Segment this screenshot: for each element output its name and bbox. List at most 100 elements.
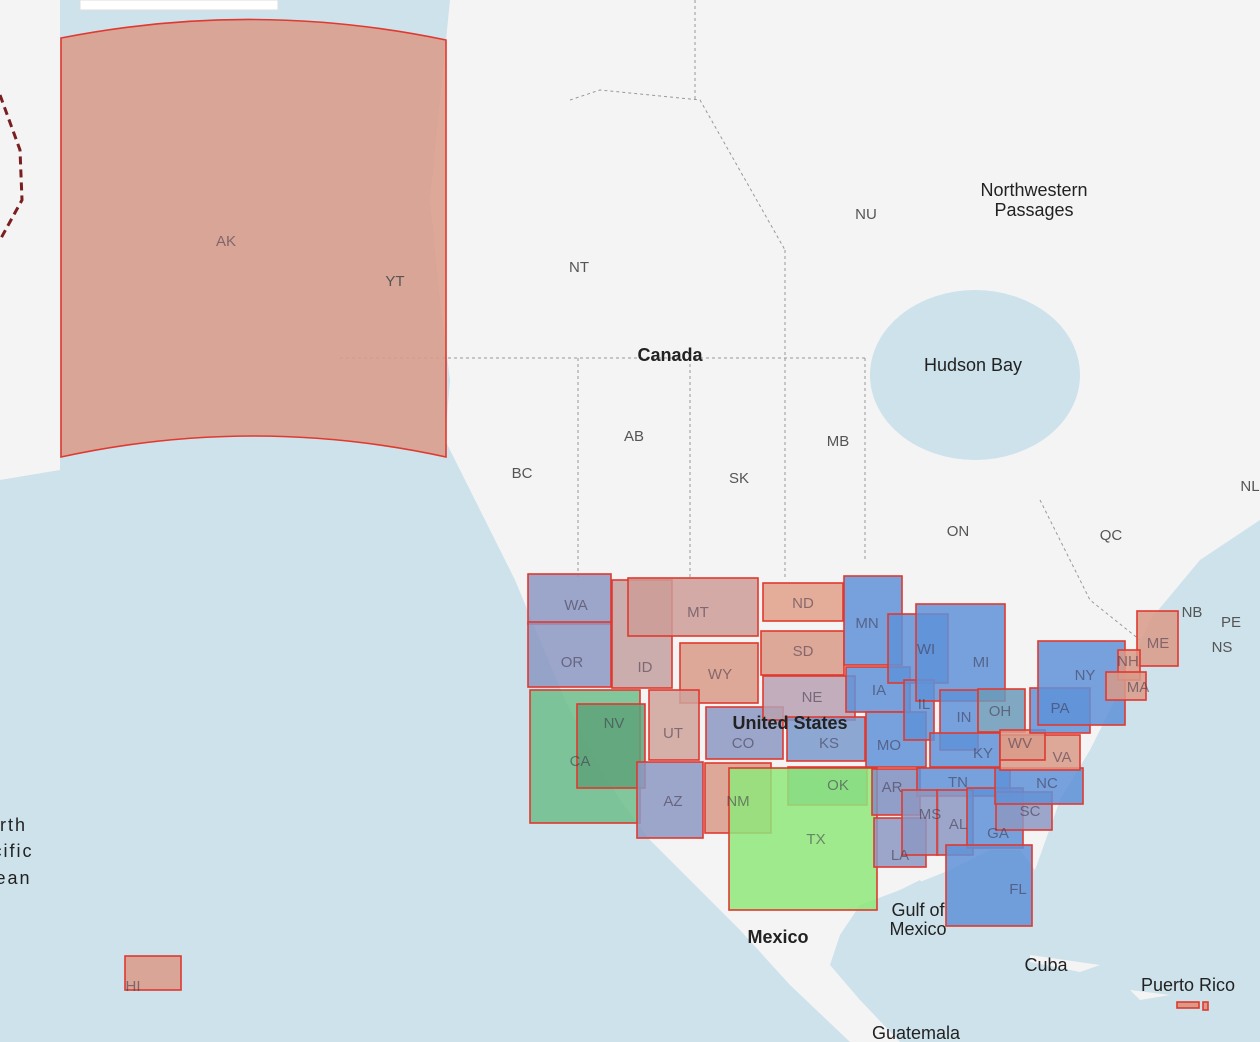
region-label: BC: [512, 465, 533, 482]
state-box: [527, 621, 612, 688]
region-label: QC: [1100, 527, 1123, 544]
state-label: NY: [1075, 667, 1096, 684]
state-label: MO: [877, 737, 901, 754]
state-label: HI: [126, 978, 141, 995]
place-label: Canada: [637, 345, 703, 365]
state-label: FL: [1009, 881, 1027, 898]
state-label: MS: [919, 806, 942, 823]
region-label: MB: [827, 433, 850, 450]
place-label: Pacific: [0, 841, 34, 861]
state-label: MT: [687, 604, 709, 621]
place-label: Ocean: [0, 868, 32, 888]
state-box: [994, 767, 1084, 805]
state-label: ND: [792, 595, 814, 612]
state-box: [60, 18, 447, 458]
region-label: SK: [729, 470, 749, 487]
state-label: UT: [663, 725, 683, 742]
state-box: [648, 689, 700, 761]
state-label: CO: [732, 735, 755, 752]
search-box[interactable]: [79, 0, 279, 11]
place-label: Guatemala: [872, 1023, 961, 1042]
place-label: Hudson Bay: [924, 355, 1022, 375]
land: [0, 0, 60, 480]
state-label: NE: [802, 689, 823, 706]
state-label: TN: [948, 774, 968, 791]
state-label: GA: [987, 825, 1009, 842]
state-label: MI: [973, 654, 990, 671]
region-label: NB: [1182, 604, 1203, 621]
state-label: MN: [855, 615, 878, 632]
state-box: [977, 688, 1026, 733]
region-label: NU: [855, 206, 877, 223]
state-label: TX: [806, 831, 825, 848]
state-label: IN: [957, 709, 972, 726]
place-label: Puerto Rico: [1141, 975, 1235, 995]
region-label: AB: [624, 428, 644, 445]
state-box: [786, 716, 866, 762]
state-label: WY: [708, 666, 732, 683]
region-label: YT: [385, 273, 404, 290]
state-box: [762, 582, 844, 622]
state-label: OH: [989, 703, 1012, 720]
labels: AK WA OR CA NV ID MT WY UT CO AZ NM ND SD NE KS OK TX MN IA…: [0, 180, 1260, 1042]
state-label: OK: [827, 777, 849, 794]
state-label: WI: [917, 641, 935, 658]
state-label: ME: [1147, 635, 1170, 652]
state-box: [760, 630, 845, 676]
place-label: Mexico: [889, 919, 946, 939]
date-line: [0, 94, 24, 241]
state-label: NM: [726, 793, 749, 810]
place-label: Passages: [994, 200, 1073, 220]
state-label: AK: [216, 233, 236, 250]
state-label: WA: [564, 597, 588, 614]
region-label: NT: [569, 259, 589, 276]
state-label: PA: [1051, 700, 1070, 717]
region-label: NL: [1240, 478, 1259, 495]
state-box: [627, 577, 759, 637]
place-label: North: [0, 815, 27, 835]
state-label: ID: [638, 659, 653, 676]
place-label: United States: [732, 713, 847, 733]
state-label: NC: [1036, 775, 1058, 792]
state-label: IL: [918, 696, 931, 713]
bay: [870, 290, 1080, 460]
state-box: [999, 729, 1046, 761]
state-label: KS: [819, 735, 839, 752]
state-label: AZ: [663, 793, 682, 810]
gulf: [860, 880, 1000, 970]
state-boxes: [60, 18, 1209, 1011]
region-label: PE: [1221, 614, 1241, 631]
state-label: SD: [793, 643, 814, 660]
state-label: IA: [872, 682, 886, 699]
state-box: [1105, 671, 1147, 701]
state-box: [527, 573, 612, 625]
place-label: Gulf of: [891, 900, 945, 920]
state-label: SC: [1020, 803, 1041, 820]
state-label: AR: [882, 779, 903, 796]
state-label: MA: [1127, 679, 1150, 696]
state-box: [576, 703, 646, 789]
state-label: NH: [1117, 653, 1139, 670]
state-box: [929, 732, 1001, 768]
region-label: ON: [947, 523, 970, 540]
state-label: AL: [949, 816, 967, 833]
state-box: [636, 761, 704, 839]
state-label: VA: [1053, 749, 1072, 766]
island: [1030, 955, 1170, 1000]
region-label: NS: [1212, 639, 1233, 656]
state-box: [728, 767, 878, 911]
state-label: CA: [570, 753, 591, 770]
territory-box: [1176, 1001, 1200, 1009]
state-box: [1136, 610, 1179, 667]
state-label: WV: [1008, 735, 1032, 752]
state-box: [124, 955, 182, 991]
place-label: Mexico: [747, 927, 808, 947]
territory-box: [1202, 1001, 1209, 1011]
place-label: Northwestern: [980, 180, 1087, 200]
state-box: [945, 844, 1033, 927]
border: [340, 0, 1141, 641]
state-label: LA: [891, 847, 909, 864]
state-label: NV: [604, 715, 625, 732]
state-label: KY: [973, 745, 993, 762]
